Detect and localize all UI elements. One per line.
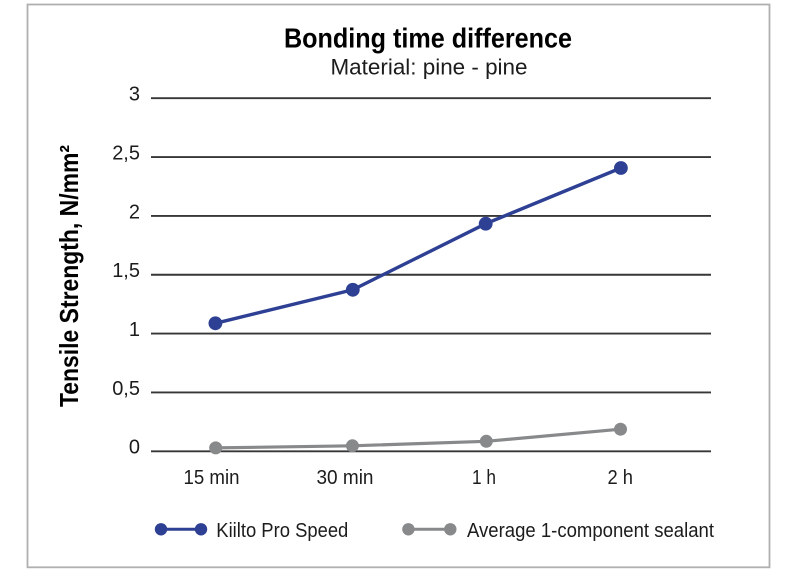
svg-text:30 min: 30 min: [317, 467, 374, 489]
svg-text:Tensile Strength, N/mm²: Tensile Strength, N/mm²: [54, 145, 84, 407]
svg-text:0: 0: [129, 437, 140, 459]
svg-text:2,5: 2,5: [112, 142, 140, 164]
svg-text:1: 1: [129, 319, 140, 341]
svg-text:2 h: 2 h: [607, 467, 633, 489]
svg-text:3: 3: [129, 84, 140, 106]
svg-text:1 h: 1 h: [472, 467, 496, 489]
svg-text:Average 1-component sealant: Average 1-component sealant: [467, 520, 714, 542]
svg-text:15 min: 15 min: [184, 467, 240, 489]
svg-text:2: 2: [129, 201, 140, 223]
svg-text:0,5: 0,5: [112, 378, 140, 400]
svg-text:Material: pine - pine: Material: pine - pine: [331, 55, 528, 80]
svg-text:1,5: 1,5: [112, 260, 140, 282]
svg-text:Kiilto Pro Speed: Kiilto Pro Speed: [216, 520, 348, 542]
svg-text:Bonding time difference: Bonding time difference: [284, 23, 572, 54]
